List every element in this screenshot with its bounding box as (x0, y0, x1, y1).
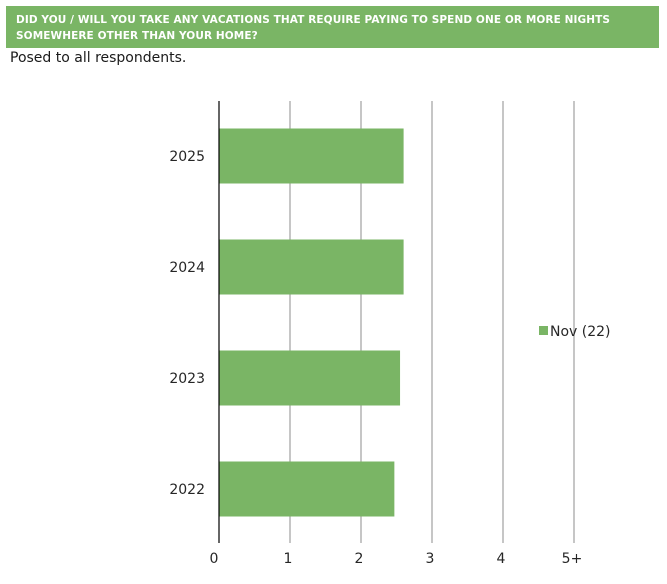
chart-subtitle: Posed to all respondents. (10, 50, 187, 66)
bar-2023 (219, 350, 401, 406)
legend-label: Nov (22) (550, 324, 611, 340)
category-label: 2024 (169, 260, 205, 276)
question-banner: DID YOU / WILL YOU TAKE ANY VACATIONS TH… (6, 6, 659, 48)
bar-2022 (219, 461, 395, 517)
x-tick-label: 0 (210, 551, 219, 567)
x-tick-label: 4 (497, 551, 506, 567)
bar-2024 (219, 239, 404, 295)
question-title: DID YOU / WILL YOU TAKE ANY VACATIONS TH… (16, 14, 611, 42)
legend-swatch (539, 326, 548, 335)
bar-2025 (219, 128, 404, 184)
x-tick-label: 5+ (562, 551, 583, 567)
x-tick-label: 2 (355, 551, 364, 567)
x-tick-label: 3 (426, 551, 435, 567)
category-label: 2025 (169, 149, 205, 165)
category-label: 2022 (169, 482, 205, 498)
x-tick-label: 1 (284, 551, 293, 567)
category-label: 2023 (169, 371, 205, 387)
